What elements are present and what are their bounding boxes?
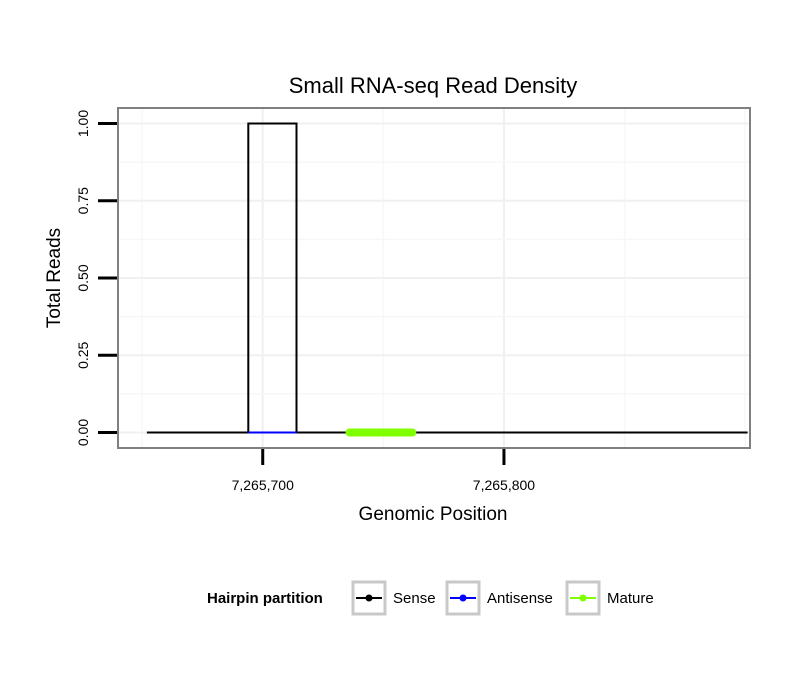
y-tick-label-1: 0.25: [75, 341, 91, 368]
y-tick-label-2: 0.50: [75, 264, 91, 291]
grid-lines: [118, 108, 750, 448]
x-axis-title: Genomic Position: [359, 504, 508, 525]
legend-title: Hairpin partition: [207, 590, 323, 607]
plot-border: [117, 107, 751, 449]
legend-label-sense: Sense: [393, 590, 436, 607]
legend-key-mature: [565, 580, 601, 616]
legend-item-sense: Sense: [351, 580, 436, 616]
x-tick-label-1: 7,265,800: [473, 477, 535, 493]
legend-point-mature: [579, 594, 587, 602]
legend-label-mature: Mature: [607, 590, 654, 607]
series-layer: [146, 122, 748, 437]
legend-point-sense: [365, 594, 373, 602]
x-tick-label-0: 7,265,700: [232, 477, 294, 493]
y-axis: 0.00 0.25 0.50 0.75 1.00: [75, 110, 117, 446]
plot-area: [117, 107, 751, 449]
legend-item-mature: Mature: [565, 580, 654, 616]
legend-item-antisense: Antisense: [445, 580, 553, 616]
legend-label-antisense: Antisense: [487, 590, 553, 607]
chart-title: Small RNA-seq Read Density: [289, 73, 578, 98]
y-tick-label-4: 1.00: [75, 110, 91, 137]
legend: Hairpin partition Sense Antisense Mature: [207, 580, 654, 616]
legend-point-antisense: [459, 594, 467, 602]
y-tick-label-3: 0.75: [75, 187, 91, 214]
x-axis: 7,265,700 7,265,800: [232, 449, 535, 493]
y-tick-label-0: 0.00: [75, 419, 91, 446]
y-axis-title: Total Reads: [44, 228, 65, 328]
